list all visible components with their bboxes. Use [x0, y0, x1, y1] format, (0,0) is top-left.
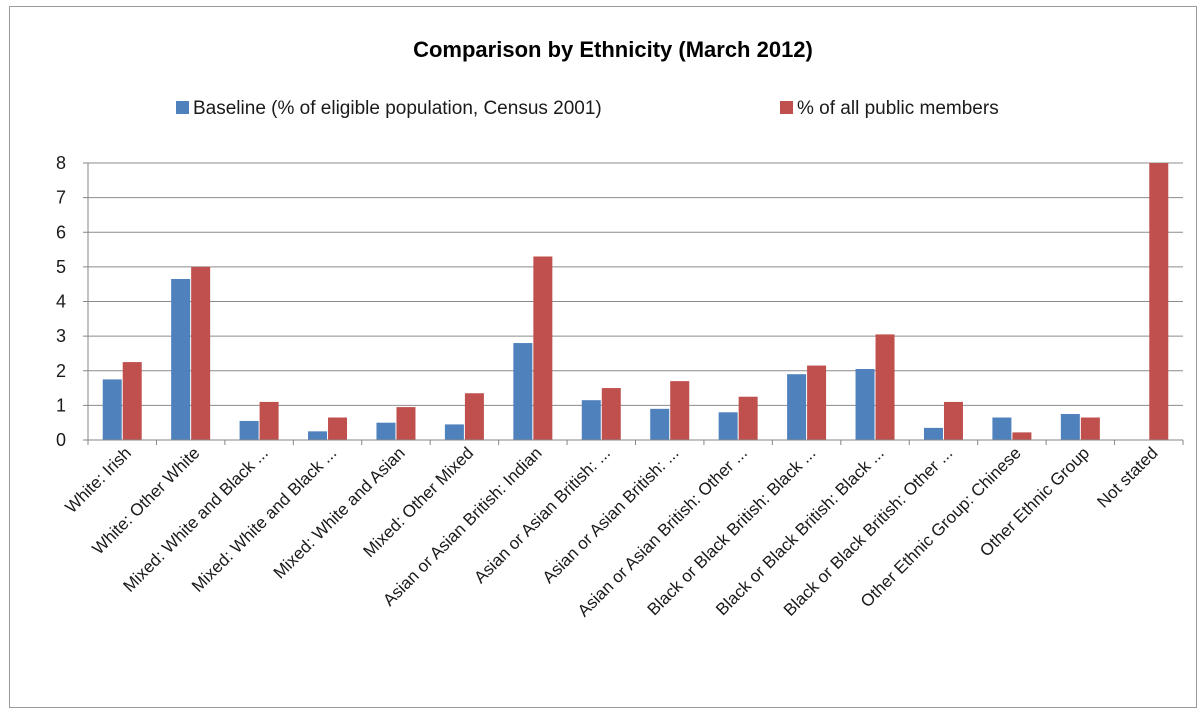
bar-baseline	[239, 420, 259, 440]
y-tick-label: 3	[56, 326, 66, 346]
bar-baseline	[513, 343, 533, 440]
bar-public-members	[259, 401, 279, 440]
y-tick-label: 0	[56, 430, 66, 450]
y-axis: 0 1 2 3 4 5 6 7 8	[56, 153, 89, 450]
bar-public-members	[122, 362, 142, 440]
x-category-label: Mixed: White and Asian	[270, 443, 409, 582]
bar-baseline	[855, 369, 875, 440]
gridlines	[88, 162, 1183, 441]
legend-swatch-2	[780, 101, 793, 114]
y-tick-label: 1	[56, 395, 66, 415]
bar-baseline	[171, 278, 191, 440]
bar-public-members	[601, 388, 621, 440]
chart-title: Comparison by Ethnicity (March 2012)	[413, 37, 813, 62]
bar-baseline	[992, 417, 1012, 440]
y-tick-label: 8	[56, 153, 66, 173]
bar-baseline	[376, 422, 396, 440]
bar-baseline	[308, 431, 328, 440]
legend-label-2: % of all public members	[797, 98, 999, 119]
x-category-label: White: Irish	[61, 443, 135, 517]
bar-public-members	[1012, 432, 1032, 440]
bar-public-members	[464, 393, 484, 440]
bar-public-members	[943, 401, 963, 440]
bar-public-members	[533, 256, 553, 440]
bar-public-members	[396, 407, 416, 440]
y-tick-label: 2	[56, 361, 66, 381]
y-tick-label: 7	[56, 188, 66, 208]
bar-public-members	[1080, 417, 1100, 440]
bar-baseline	[650, 408, 670, 440]
bar-baseline	[787, 374, 807, 440]
bar-public-members	[191, 266, 211, 440]
bars	[102, 163, 1169, 440]
bar-baseline	[444, 424, 464, 440]
bar-baseline	[102, 379, 122, 440]
bar-public-members	[1149, 163, 1169, 440]
bar-public-members	[807, 365, 827, 440]
x-category-label: Not stated	[1093, 443, 1161, 511]
bar-baseline	[923, 427, 943, 440]
legend: Baseline (% of eligible population, Cens…	[176, 98, 999, 119]
bar-baseline	[581, 400, 601, 440]
x-category-label: Asian or Asian British: ...	[539, 443, 683, 587]
legend-label-1: Baseline (% of eligible population, Cens…	[193, 98, 602, 119]
bar-public-members	[670, 381, 690, 440]
bar-public-members	[875, 334, 895, 440]
bar-baseline	[1060, 414, 1080, 440]
bar-baseline	[718, 412, 738, 440]
bar-public-members	[738, 396, 758, 440]
x-category-label: Mixed: White and Black ...	[120, 443, 272, 595]
y-tick-label: 4	[56, 292, 66, 312]
legend-swatch-1	[176, 101, 189, 114]
y-tick-label: 6	[56, 222, 66, 242]
bar-public-members	[328, 417, 348, 440]
y-tick-label: 5	[56, 257, 66, 277]
x-category-label: Mixed: White and Black ...	[188, 443, 340, 595]
x-category-label: Asian or Asian British: ...	[470, 443, 614, 587]
